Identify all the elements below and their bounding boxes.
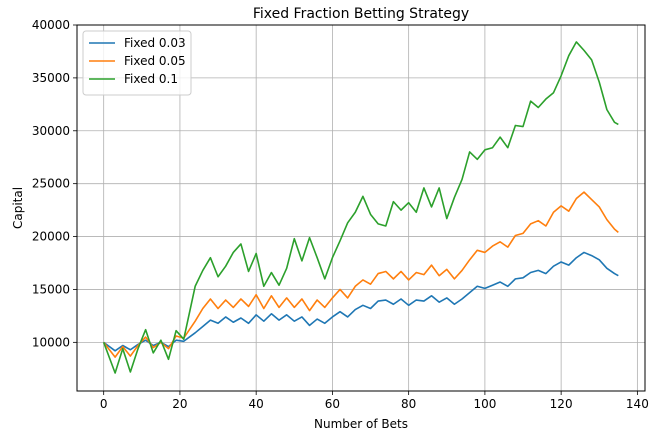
legend-label-fixed-0-03: Fixed 0.03 [124,36,186,50]
y-tick-label: 15000 [32,282,70,296]
x-tick-label: 120 [550,397,573,411]
ticks: 0 20 40 60 80 100 120 140 10000 15000 20000 25000 30… [32,18,649,411]
y-tick-label: 10000 [32,335,70,349]
series-line-fixed-0-1 [102,41,619,374]
x-tick-label: 20 [172,397,187,411]
y-tick-label: 40000 [32,18,70,32]
y-tick-label: 20000 [32,230,70,244]
legend-label-fixed-0-1: Fixed 0.1 [124,72,178,86]
x-axis-label: Number of Bets [314,417,408,431]
y-tick-label: 25000 [32,177,70,191]
series-line-fixed-0-05 [103,191,619,358]
x-tick-label: 0 [100,397,108,411]
series-line-fixed-0-03 [103,251,619,352]
legend: Fixed 0.03 Fixed 0.05 Fixed 0.1 [82,30,192,96]
x-tick-label: 40 [249,397,264,411]
legend-label-fixed-0-05: Fixed 0.05 [124,54,186,68]
x-tick-label: 60 [325,397,340,411]
y-axis-label: Capital [11,187,25,229]
y-tick-label: 35000 [32,71,70,85]
x-tick-label: 100 [473,397,496,411]
plot-frame [76,24,646,392]
x-tick-label: 80 [401,397,416,411]
chart-title: Fixed Fraction Betting Strategy [253,6,469,22]
x-tick-label: 140 [626,397,649,411]
y-tick-label: 30000 [32,124,70,138]
series-group [102,41,619,374]
